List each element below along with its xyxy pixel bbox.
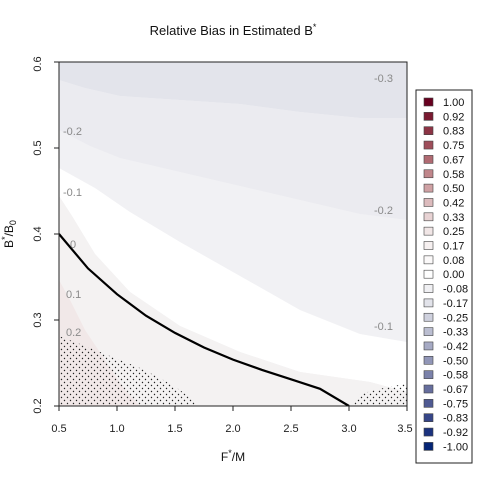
x-tick: 2.5 (283, 406, 299, 435)
legend-swatch (423, 413, 434, 423)
legend-label: -0.42 (443, 341, 468, 353)
legend-swatch (423, 140, 434, 150)
legend-label: 0.58 (443, 169, 464, 181)
legend-swatch (423, 355, 434, 365)
x-tick: 2.0 (225, 406, 241, 435)
x-tick-label: 1.5 (167, 423, 182, 435)
legend-swatch (423, 370, 434, 379)
legend-label: 0.83 (443, 126, 464, 138)
region-bias-minus-0.3 (59, 62, 407, 118)
y-tick-label: 0.2 (32, 398, 44, 413)
legend-label: -0.50 (443, 355, 468, 367)
legend-label: -0.08 (443, 284, 468, 296)
x-tick-label: 3.0 (341, 423, 356, 435)
legend-swatch (423, 112, 434, 121)
legend-label: -0.83 (443, 413, 468, 425)
legend-swatch (423, 241, 434, 250)
x-axis-title: F*/M (221, 448, 245, 464)
contour-label-5: -0.1 (374, 321, 393, 333)
x-tick-label: 1.0 (109, 423, 124, 435)
legend-swatch (423, 384, 434, 394)
region-bias-plus-0.1 (59, 196, 407, 406)
legend-label: -0.67 (443, 384, 468, 396)
legend-swatch (423, 298, 434, 308)
legend-swatch (423, 312, 434, 322)
hatched-region-left (59, 336, 200, 406)
y-tick-label: 0.5 (32, 140, 44, 155)
legend-label: 0.00 (443, 269, 464, 281)
x-tick: 3.0 (341, 406, 357, 435)
legend-label: 0.42 (443, 197, 464, 209)
legend-label: 0.67 (443, 154, 464, 166)
x-tick: 3.5 (397, 406, 413, 435)
legend-label: 0.33 (443, 212, 464, 224)
legend-label: 0.92 (443, 111, 464, 123)
legend-label: -1.00 (443, 441, 468, 453)
reference-curve (59, 233, 350, 406)
legend-swatch (423, 427, 434, 437)
legend-swatch (423, 269, 434, 279)
x-tick-label: 3.5 (397, 423, 412, 435)
y-tick: 0.2 (32, 398, 59, 414)
legend-swatch (423, 212, 434, 222)
y-axis-title: B*/B0 (0, 220, 18, 248)
y-tick-label: 0.3 (32, 312, 44, 327)
legend-swatch (423, 126, 434, 135)
x-tick: 1.0 (109, 406, 125, 435)
legend-label: 0.08 (443, 255, 464, 267)
x-tick: 0.5 (51, 406, 67, 435)
legend-swatch (423, 169, 434, 179)
legend-label: -0.58 (443, 370, 468, 382)
y-tick-label: 0.4 (32, 226, 44, 241)
legend-swatch (423, 97, 434, 107)
y-tick: 0.5 (32, 140, 59, 156)
legend-label: -0.92 (443, 427, 468, 439)
legend-swatch (423, 284, 434, 293)
y-tick: 0.4 (32, 226, 59, 242)
legend-label: -0.17 (443, 298, 468, 310)
legend-swatch (423, 341, 434, 351)
contour-label-1: -0.3 (374, 73, 393, 85)
x-axis: 0.5 1.0 1.5 2.0 2.5 3.0 3.5 F*/M (51, 406, 413, 464)
legend-swatch (423, 155, 434, 164)
y-axis: 0.2 0.3 0.4 0.5 0.6 B*/B0 (0, 56, 59, 414)
contour-label-6: 0 (70, 239, 76, 251)
region-bias-minus-0.1 (59, 130, 407, 342)
region-bias-minus-0.2 (59, 80, 407, 220)
x-tick-label: 2.5 (283, 423, 298, 435)
legend-label: 0.25 (443, 226, 464, 238)
y-tick-label: 0.6 (32, 56, 44, 71)
contour-labels: -0.3 -0.2 -0.2 -0.1 -0.1 0 0.1 0.2 (63, 73, 393, 339)
legend-swatch (423, 198, 434, 207)
x-tick-label: 0.5 (51, 423, 66, 435)
contour-label-7: 0.1 (66, 289, 81, 301)
legend-swatch (423, 255, 434, 265)
hatched-region-right (352, 384, 407, 406)
chart-title: Relative Bias in Estimated B* (150, 22, 317, 38)
legend: 1.00 0.92 0.83 0.75 0.67 0.58 0.50 0.42 0.33 0.25… (415, 89, 473, 464)
region-bias-zero (59, 168, 407, 392)
y-tick: 0.3 (32, 312, 59, 328)
legend-label: -0.25 (443, 312, 468, 324)
legend-swatch (423, 183, 434, 193)
contour-label-3: -0.2 (374, 205, 393, 217)
legend-label: 1.00 (443, 97, 464, 109)
x-tick-label: 2.0 (225, 423, 240, 435)
legend-label: -0.33 (443, 327, 468, 339)
legend-swatch (423, 226, 434, 236)
legend-label: -0.75 (443, 398, 468, 410)
legend-label: 0.17 (443, 241, 464, 253)
contour-label-4: -0.1 (63, 187, 82, 199)
legend-swatch (423, 442, 434, 451)
contour-label-2: -0.2 (63, 126, 82, 138)
legend-swatch (423, 327, 434, 336)
plot-area (59, 62, 407, 406)
legend-swatch (423, 399, 434, 408)
legend-label: 0.75 (443, 140, 464, 152)
legend-label: 0.50 (443, 183, 464, 195)
contour-label-8: 0.2 (66, 327, 81, 339)
x-tick: 1.5 (167, 406, 183, 435)
y-tick: 0.6 (32, 56, 59, 72)
